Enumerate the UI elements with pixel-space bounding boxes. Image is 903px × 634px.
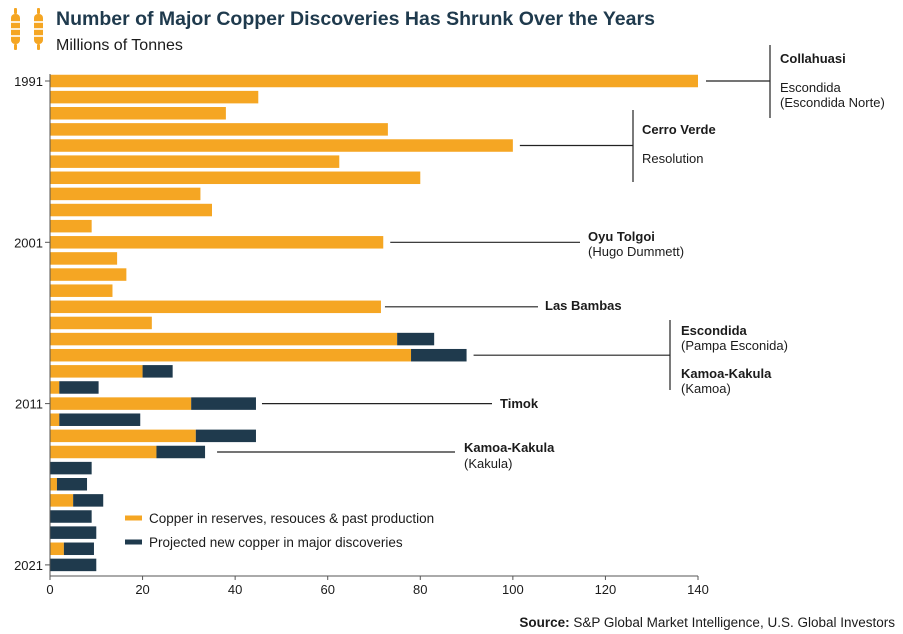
annotation-label: Kamoa-Kakula [464,440,555,455]
bar-projected [63,542,94,556]
source-text: S&P Global Market Intelligence, U.S. Glo… [569,615,895,630]
annotation-label: Cerro Verde [642,122,716,137]
bar-reserves [50,107,226,120]
bar-reserves [50,155,340,168]
bar-reserves [50,203,212,217]
bar-projected [50,526,97,539]
annotation-label: (Kamoa) [681,381,731,396]
bar-reserves [50,478,57,491]
bar-projected [397,332,435,346]
legend-label-projected: Projected new copper in major discoverie… [149,535,403,550]
bar-reserves [50,284,113,297]
bar-projected [411,348,467,362]
annotation-label: (Kakula) [464,456,512,471]
x-tick-label: 80 [413,582,427,597]
bar-reserves [50,268,127,281]
annotation-label: (Pampa Esconida) [681,338,788,353]
x-tick-label: 120 [595,582,617,597]
gold-nugget-icon [11,8,43,50]
bar-projected [59,381,99,394]
x-tick-label: 0 [46,582,53,597]
bar-reserves [50,365,143,378]
annotation-label: (Hugo Dummett) [588,244,684,259]
bar-projected [156,445,206,459]
copper-discoveries-chart: 0 20 40 60 80 100 120 140 1991 2001 2011 2021 Collah… [14,45,885,597]
bar-reserves [50,542,64,556]
bar-reserves [50,187,201,201]
bar-reserves [50,413,60,426]
y-tick-label: 1991 [14,74,43,89]
y-tick-label: 2021 [14,558,43,573]
bar-reserves [50,139,513,152]
bar-projected [59,413,141,426]
bar-reserves [50,74,698,88]
bar-reserves [50,381,60,394]
bar-reserves [50,494,74,507]
bar-reserves [50,348,412,362]
bar-reserves [50,171,421,185]
bar-projected [191,397,256,410]
annotation-label: Kamoa-Kakula [681,366,772,381]
bar-reserves [50,123,388,136]
bar-projected [142,365,173,378]
annotation-label: Timok [500,396,539,411]
bar-reserves [50,300,381,314]
bar-reserves [50,252,118,265]
annotation-label: Resolution [642,151,703,166]
y-tick-label: 2011 [15,397,43,412]
bar-projected [50,461,92,475]
x-tick-label: 60 [320,582,334,597]
bar-reserves [50,219,92,233]
x-tick-label: 100 [502,582,524,597]
source-label: Source: [519,615,570,630]
annotation-label: Collahuasi [780,51,846,66]
bar-reserves [50,332,398,346]
x-tick-label: 140 [687,582,709,597]
bar-projected [56,478,88,491]
legend-label-reserves: Copper in reserves, resouces & past prod… [149,511,434,526]
annotation-label: Escondida [681,323,748,338]
bar-projected [50,558,97,572]
annotation-label: Oyu Tolgoi [588,229,655,244]
x-tick-label: 20 [135,582,149,597]
bar-reserves [50,445,157,459]
bar-reserves [50,316,152,330]
bar-reserves [50,429,196,443]
bar-reserves [50,397,192,410]
annotation-label: Las Bambas [545,298,622,313]
annotation-label: Escondida [780,80,841,95]
chart-subtitle: Millions of Tonnes [56,37,183,54]
source-note: Source: S&P Global Market Intelligence, … [519,615,895,630]
chart-title: Number of Major Copper Discoveries Has S… [56,8,655,30]
bar-reserves [50,90,259,104]
bar-projected [50,510,92,523]
bar-projected [73,494,104,507]
bar-projected [195,429,256,443]
bar-reserves [50,236,384,249]
x-tick-label: 40 [228,582,242,597]
y-tick-label: 2001 [14,235,43,250]
annotation-label: (Escondida Norte) [780,95,885,110]
